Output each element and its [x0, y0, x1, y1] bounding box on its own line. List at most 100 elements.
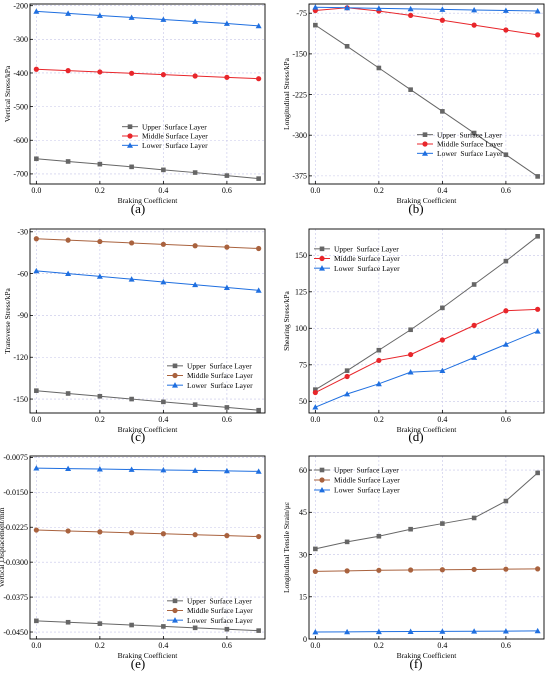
y-tick-label: -0.0300	[3, 558, 28, 567]
data-point	[503, 308, 509, 314]
data-point	[471, 628, 478, 634]
y-tick-label: 75	[299, 361, 307, 370]
y-tick-label: -0.0375	[3, 593, 28, 602]
data-point	[407, 369, 414, 375]
series-line	[315, 308, 538, 394]
plot-frame	[29, 3, 266, 185]
data-point	[34, 156, 39, 162]
data-point	[471, 515, 477, 521]
data-point	[192, 73, 198, 79]
data-point	[192, 402, 198, 407]
data-point	[65, 237, 71, 243]
x-tick-label: 0.6	[501, 641, 511, 650]
series-lower	[33, 267, 262, 293]
data-point	[535, 566, 541, 572]
legend-entry: Lower Surface Layer	[334, 264, 400, 273]
y-tick-label: -400	[13, 69, 28, 78]
data-point	[129, 396, 134, 402]
x-tick-label: 0.4	[437, 415, 447, 424]
data-point	[439, 6, 446, 12]
legend-entry: Lower Surface Layer	[187, 381, 253, 390]
data-point	[439, 367, 446, 374]
series-middle	[312, 306, 541, 396]
data-point	[256, 533, 262, 540]
data-point	[471, 22, 477, 28]
y-tick-label: -150	[13, 395, 28, 404]
data-point	[312, 404, 319, 410]
series-upper	[313, 22, 540, 179]
data-point	[97, 69, 103, 75]
plot-frame	[29, 455, 266, 640]
x-tick-label: 0.0	[31, 415, 41, 424]
series-line	[36, 467, 259, 472]
series-line	[36, 10, 259, 27]
data-point	[503, 152, 509, 158]
data-point	[96, 12, 103, 18]
data-point	[376, 533, 382, 539]
y-tick-label: 45	[299, 508, 307, 517]
legend-entry: Upper Surface Layer	[142, 122, 207, 131]
data-point	[224, 405, 230, 410]
series-line	[36, 620, 259, 632]
data-point	[161, 167, 166, 173]
data-point	[312, 4, 319, 10]
legend-marker	[172, 363, 178, 369]
data-point	[535, 234, 540, 239]
data-point	[256, 76, 262, 82]
legend-marker	[172, 372, 178, 379]
y-tick-label: -150	[292, 50, 307, 59]
data-point	[160, 531, 166, 537]
y-axis-title: Transverse Stress/kPa	[3, 287, 12, 353]
y-tick-label: -600	[13, 136, 28, 145]
data-point	[344, 4, 351, 11]
series-line	[315, 472, 538, 550]
data-point	[255, 22, 262, 29]
panel-label: (e)	[131, 656, 145, 671]
series-line	[36, 529, 259, 538]
series-middle	[33, 527, 262, 540]
y-tick-label: -500	[13, 102, 28, 111]
y-tick-label: 30	[299, 550, 307, 559]
data-point	[256, 245, 262, 252]
data-point	[376, 65, 382, 71]
data-point	[129, 164, 134, 170]
data-point	[471, 130, 477, 136]
y-tick-label: -375	[292, 172, 307, 181]
data-point	[129, 530, 135, 536]
data-point	[408, 351, 414, 358]
x-tick-label: 0.4	[158, 186, 168, 195]
data-point	[407, 628, 414, 634]
series-lower	[312, 627, 541, 635]
data-point	[312, 628, 319, 635]
y-tick-label: -60	[17, 269, 28, 278]
data-point	[160, 241, 166, 247]
data-point	[344, 539, 350, 545]
data-point	[313, 22, 318, 28]
series-middle	[33, 236, 262, 252]
legend-entry: Lower Surface Layer	[187, 616, 253, 625]
series-line	[315, 6, 538, 12]
plot-frame	[29, 228, 266, 414]
data-point	[344, 368, 350, 373]
data-point	[312, 389, 318, 396]
x-axis-title: Braking Coefficient	[118, 425, 179, 434]
legend-entry: Middle Surface Layer	[437, 140, 503, 149]
data-point	[440, 521, 445, 526]
series-line	[315, 330, 538, 408]
data-point	[471, 282, 477, 287]
data-point	[223, 20, 230, 26]
legend-entry: Middle Surface Layer	[334, 254, 400, 263]
legend-marker	[319, 467, 325, 473]
plot-frame	[308, 3, 545, 185]
panel-label: (f)	[410, 656, 423, 671]
data-point	[33, 236, 39, 242]
x-axis-title: Braking Coefficient	[397, 196, 458, 205]
y-tick-label: 60	[299, 466, 307, 475]
legend-entry: Upper Surface Layer	[334, 244, 399, 253]
data-point	[503, 498, 509, 504]
data-point	[192, 625, 198, 631]
data-point	[65, 465, 72, 471]
